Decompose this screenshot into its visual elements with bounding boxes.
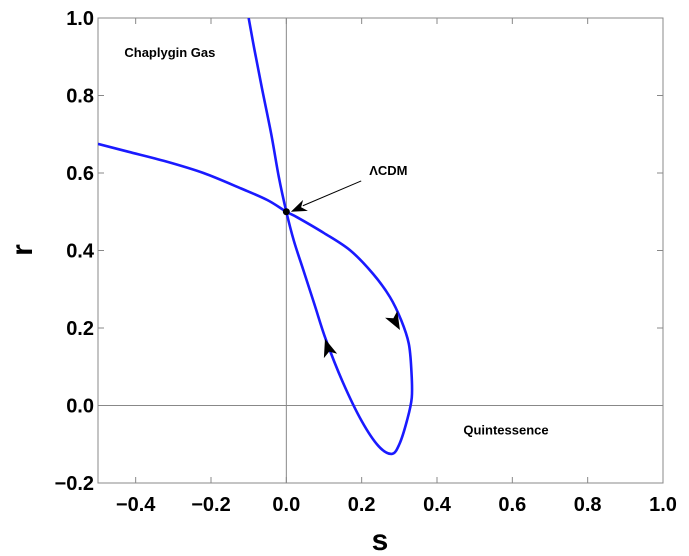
y-tick-label: 0.2 [66, 318, 94, 340]
x-tick-label: 0.8 [574, 494, 602, 516]
tick-labels: −0.4 −0.2 0.0 0.2 0.4 0.6 0.8 1.0 −0.2 0.0 0.2 0.4 0… [55, 8, 677, 516]
annotation-arrowhead [290, 199, 308, 212]
x-tick-label: −0.4 [116, 494, 156, 516]
x-tick-label: 0.0 [272, 494, 300, 516]
annotation-layer: ΛCDM Chaplygin Gas Quintessence [124, 45, 548, 438]
x-tick-label: 0.2 [348, 494, 376, 516]
y-tick-label: −0.2 [55, 473, 94, 495]
direction-arrow-0 [385, 310, 400, 331]
annotation-label-1: Chaplygin Gas [124, 45, 215, 60]
x-tick-label: 0.4 [423, 494, 452, 516]
x-axis-title: s [372, 524, 389, 556]
series-layer [98, 18, 414, 456]
direction-arrow-1 [323, 338, 338, 359]
x-tick-label: −0.2 [191, 494, 230, 516]
axes-lines [98, 18, 663, 483]
series-line-0 [98, 18, 414, 456]
y-tick-label: 0.8 [66, 86, 94, 108]
y-tick-label: 0.6 [66, 163, 94, 185]
plot-frame [97, 17, 664, 484]
annotation-label-2: Quintessence [463, 423, 548, 438]
ticks [98, 17, 664, 484]
annotation-arrow-line [302, 180, 362, 207]
arrow-layer [282, 208, 400, 359]
x-tick-label: 1.0 [649, 494, 677, 516]
y-tick-label: 0.0 [66, 396, 94, 418]
y-axis-title: r [6, 244, 39, 256]
lcdm-point [282, 208, 290, 216]
y-tick-label: 1.0 [66, 8, 94, 30]
y-tick-label: 0.4 [66, 241, 95, 263]
x-tick-label: 0.6 [498, 494, 526, 516]
annotation-label-0: ΛCDM [369, 163, 407, 178]
